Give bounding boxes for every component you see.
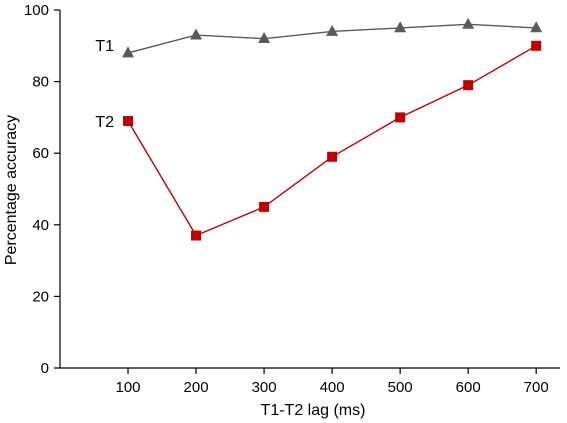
y-tick-label: 20 <box>32 288 49 305</box>
y-tick-label: 0 <box>41 360 49 377</box>
series-t1-point <box>394 21 407 33</box>
series-layer: T1 T2 <box>95 17 543 241</box>
series-t1-point <box>530 21 543 33</box>
x-ticks: 100 200 300 400 500 600 700 <box>116 368 549 396</box>
x-tick-label: 400 <box>320 379 345 396</box>
axes <box>59 10 560 369</box>
y-tick-label: 60 <box>32 145 49 162</box>
series-t2-point <box>191 230 202 241</box>
series-t2-point <box>123 115 134 126</box>
series-t1-point <box>326 24 339 36</box>
series-t1-point <box>190 28 203 40</box>
series-t2: T2 <box>95 40 542 241</box>
x-tick-label: 500 <box>388 379 413 396</box>
x-tick-label: 100 <box>116 379 141 396</box>
x-tick-label: 300 <box>252 379 277 396</box>
series-t1-point <box>462 17 475 29</box>
y-ticks: 0 20 40 60 80 100 <box>24 2 60 377</box>
series-t2-point <box>259 201 270 212</box>
series-t2-label: T2 <box>95 114 114 131</box>
series-t2-point <box>395 112 406 123</box>
x-tick-label: 200 <box>184 379 209 396</box>
series-t1-point <box>122 46 135 58</box>
y-tick-label: 40 <box>32 217 49 234</box>
series-t1-point <box>258 32 271 44</box>
x-tick-label: 700 <box>524 379 549 396</box>
series-t2-point <box>327 151 338 162</box>
y-tick-label: 100 <box>24 2 49 19</box>
series-t1: T1 <box>95 17 543 58</box>
series-t1-label: T1 <box>95 38 114 55</box>
x-axis-label: T1-T2 lag (ms) <box>261 402 366 419</box>
series-t2-point <box>531 40 542 51</box>
y-axis-label: Percentage accuracy <box>3 115 20 265</box>
y-tick-label: 80 <box>32 74 49 91</box>
x-tick-label: 600 <box>456 379 481 396</box>
series-t2-point <box>463 80 474 91</box>
series-t2-line <box>127 45 537 237</box>
